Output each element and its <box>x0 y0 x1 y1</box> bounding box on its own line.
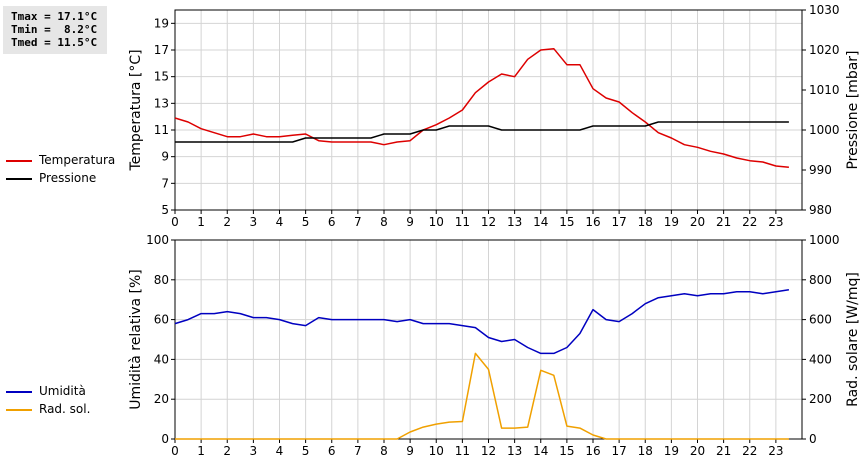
top-x-tick-label: 20 <box>690 215 705 229</box>
top-x-tick-label: 11 <box>455 215 470 229</box>
top-y-tick-label-right: 1010 <box>809 83 840 97</box>
stat-tmed: Tmed = 11.5°C <box>11 36 98 49</box>
top-y-tick-label-left: 5 <box>161 203 169 217</box>
top-x-tick-label: 21 <box>716 215 731 229</box>
bottom-y-tick-label-right: 0 <box>809 432 817 446</box>
top-x-tick-label: 2 <box>223 215 231 229</box>
top-x-tick-label: 13 <box>507 215 522 229</box>
top-x-tick-label: 23 <box>768 215 783 229</box>
bottom-series-umidit <box>174 289 790 355</box>
bottom-y-tick-label-right: 400 <box>809 352 832 366</box>
legend-swatch <box>6 409 32 411</box>
top-x-tick-label: 4 <box>276 215 284 229</box>
bottom-x-tick-label: 0 <box>171 444 179 458</box>
bottom-x-tick-label: 10 <box>429 444 444 458</box>
top-x-tick-label: 22 <box>742 215 757 229</box>
bottom-x-tick-label: 9 <box>406 444 414 458</box>
top-y-tick-label-right: 1030 <box>809 3 840 17</box>
bottom-x-tick-label: 4 <box>276 444 284 458</box>
bottom-y-tick-label-left: 80 <box>154 273 169 287</box>
legend-label: Temperatura <box>39 153 116 167</box>
top-x-tick-label: 19 <box>664 215 679 229</box>
legend-swatch <box>6 178 32 180</box>
top-ylabel-right: Pressione [mbar] <box>845 50 860 169</box>
bottom-y-tick-label-left: 0 <box>161 432 169 446</box>
bottom-y-tick-label-right: 1000 <box>809 233 840 247</box>
top-series-pressione <box>175 121 789 143</box>
bottom-x-tick-label: 2 <box>223 444 231 458</box>
top-x-tick-label: 5 <box>302 215 310 229</box>
top-x-tick-label: 0 <box>171 215 179 229</box>
top-x-tick-label: 12 <box>481 215 496 229</box>
top-y-tick-label-right: 1020 <box>809 43 840 57</box>
bottom-y-tick-label-left: 100 <box>146 233 169 247</box>
top-x-tick-label: 10 <box>429 215 444 229</box>
top-y-tick-label-right: 980 <box>809 203 832 217</box>
bottom-x-tick-label: 8 <box>380 444 388 458</box>
top-y-tick-label-left: 7 <box>161 176 169 190</box>
top-y-tick-label-left: 15 <box>154 70 169 84</box>
top-x-tick-label: 16 <box>585 215 600 229</box>
bottom-plot-frame <box>174 239 803 440</box>
top-x-tick-label: 17 <box>611 215 626 229</box>
bottom-x-tick-label: 1 <box>197 444 205 458</box>
bottom-x-tick-label: 17 <box>611 444 626 458</box>
top-y-tick-label-left: 9 <box>161 150 169 164</box>
temperature-pressure-chart: 0 1 2 3 4 5 6 7 8 9 10 11 12 13 14 15 16 17 18 19 20 21 22 2357… <box>128 3 860 229</box>
bottom-x-tick-label: 11 <box>455 444 470 458</box>
bottom-x-tick-label: 20 <box>690 444 705 458</box>
top-x-tick-label: 6 <box>328 215 336 229</box>
bottom-ylabel-right: Rad. solare [W/mq] <box>845 272 860 407</box>
bottom-y-tick-label-right: 600 <box>809 313 832 327</box>
legend-label: Umidità <box>39 384 86 398</box>
top-y-tick-label-left: 19 <box>154 16 169 30</box>
top-x-tick-label: 14 <box>533 215 548 229</box>
bottom-x-tick-label: 16 <box>585 444 600 458</box>
legend-label: Rad. sol. <box>39 402 91 416</box>
bottom-x-tick-label: 15 <box>559 444 574 458</box>
stat-tmin: Tmin = 8.2°C <box>11 23 98 36</box>
top-x-tick-label: 7 <box>354 215 362 229</box>
bottom-series-rad-sol <box>175 352 789 440</box>
bottom-y-tick-label-left: 20 <box>154 392 169 406</box>
bottom-x-tick-label: 13 <box>507 444 522 458</box>
top-y-tick-label-left: 11 <box>154 123 169 137</box>
top-x-tick-label: 3 <box>250 215 258 229</box>
bottom-y-tick-label-left: 60 <box>154 313 169 327</box>
stat-tmax: Tmax = 17.1°C <box>11 10 98 23</box>
bottom-x-tick-label: 6 <box>328 444 336 458</box>
top-y-tick-label-left: 17 <box>154 43 169 57</box>
stats-box: Tmax = 17.1°C Tmin = 8.2°C Tmed = 11.5°C <box>3 6 107 54</box>
bottom-x-tick-label: 5 <box>302 444 310 458</box>
top-ylabel-left: Temperatura [°C] <box>128 49 144 171</box>
bottom-x-tick-label: 12 <box>481 444 496 458</box>
legend-swatch <box>6 391 32 393</box>
bottom-x-tick-label: 21 <box>716 444 731 458</box>
bottom-ylabel-left: Umidità relativa [%] <box>128 269 144 410</box>
bottom-x-tick-label: 18 <box>638 444 653 458</box>
top-plot-frame <box>174 9 803 211</box>
top-y-tick-label-left: 13 <box>154 96 169 110</box>
bottom-x-tick-label: 23 <box>768 444 783 458</box>
bottom-x-tick-label: 3 <box>250 444 258 458</box>
bottom-x-tick-label: 7 <box>354 444 362 458</box>
top-x-tick-label: 18 <box>638 215 653 229</box>
top-x-tick-label: 1 <box>197 215 205 229</box>
top-x-tick-label: 15 <box>559 215 574 229</box>
bottom-y-tick-label-right: 800 <box>809 273 832 287</box>
top-y-tick-label-right: 990 <box>809 163 832 177</box>
top-x-tick-label: 9 <box>406 215 414 229</box>
top-y-tick-label-right: 1000 <box>809 123 840 137</box>
bottom-y-tick-label-right: 200 <box>809 392 832 406</box>
top-x-tick-label: 8 <box>380 215 388 229</box>
legend-label: Pressione <box>39 171 97 185</box>
top-series-temperatura <box>174 47 789 169</box>
bottom-x-tick-label: 14 <box>533 444 548 458</box>
bottom-x-tick-label: 22 <box>742 444 757 458</box>
bottom-y-tick-label-left: 40 <box>154 352 169 366</box>
legend-swatch <box>6 160 32 162</box>
bottom-x-tick-label: 19 <box>664 444 679 458</box>
